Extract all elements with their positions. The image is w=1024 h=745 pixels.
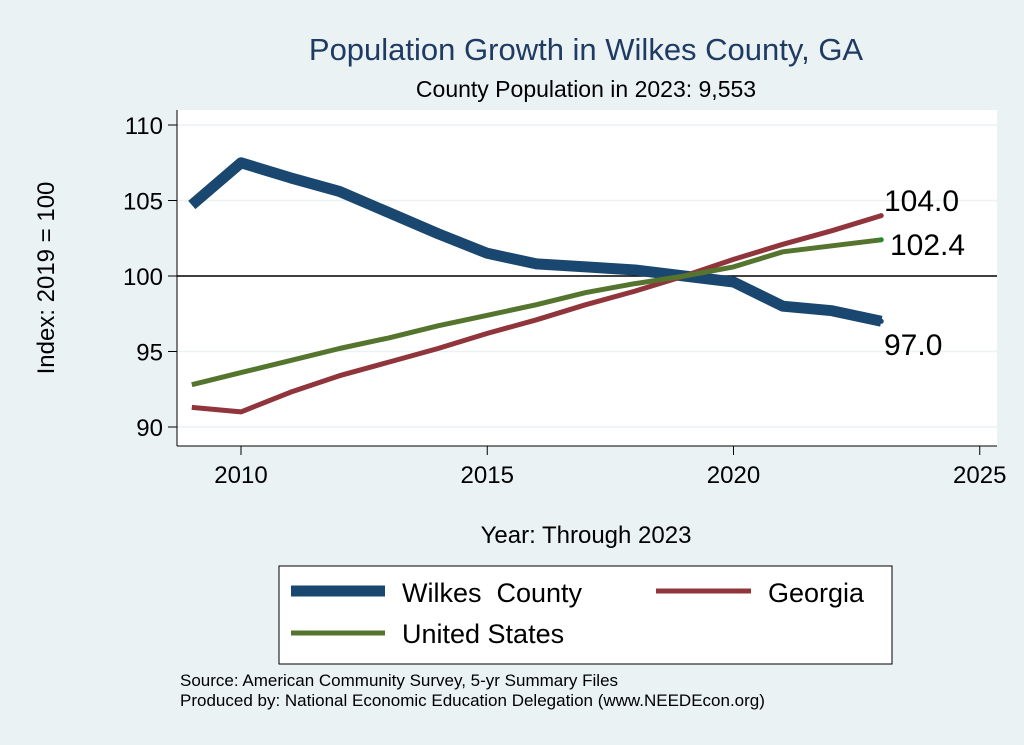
x-axis-title: Year: Through 2023 xyxy=(481,522,692,549)
end-point-1 xyxy=(878,213,884,219)
series-lines xyxy=(188,157,884,415)
legend-label-0: Wilkes County xyxy=(402,578,583,608)
axes: 90 95 100 105 110 2010 2015 2020 2025 xyxy=(123,110,1006,489)
end-point-0 xyxy=(878,318,884,324)
produced-by-note: Produced by: National Economic Education… xyxy=(180,691,765,710)
end-label-1: 104.0 xyxy=(884,185,959,218)
end-label-0: 97.0 xyxy=(884,329,942,362)
chart-title: Population Growth in Wilkes County, GA xyxy=(309,32,864,67)
x-tick-label: 2025 xyxy=(953,462,1006,489)
x-tick-label: 2015 xyxy=(461,462,514,489)
plot-area xyxy=(177,110,997,446)
y-tick-label: 100 xyxy=(123,264,163,291)
legend-label-1: Georgia xyxy=(768,578,865,608)
legend-box xyxy=(278,565,893,665)
x-tick-label: 2010 xyxy=(214,462,267,489)
end-labels: 97.0 104.0 102.4 xyxy=(884,185,965,362)
source-note: Source: American Community Survey, 5-yr … xyxy=(180,671,618,690)
chart-subtitle: County Population in 2023: 9,553 xyxy=(416,76,756,102)
x-tick-label: 2020 xyxy=(707,462,760,489)
y-tick-label: 95 xyxy=(136,340,163,367)
y-tick-label: 105 xyxy=(123,189,163,216)
legend-label-2: United States xyxy=(402,619,564,649)
y-tick-label: 110 xyxy=(125,113,163,140)
series-line-0 xyxy=(188,157,883,327)
y-tick-label: 90 xyxy=(136,415,163,442)
grid-lines xyxy=(177,124,997,428)
end-point-2 xyxy=(878,237,884,243)
end-label-2: 102.4 xyxy=(890,229,965,262)
series-line-1 xyxy=(191,213,883,415)
series-line-2 xyxy=(191,237,882,388)
legend: Wilkes County Georgia United States xyxy=(291,578,865,649)
y-axis-title: Index: 2019 = 100 xyxy=(33,182,60,375)
